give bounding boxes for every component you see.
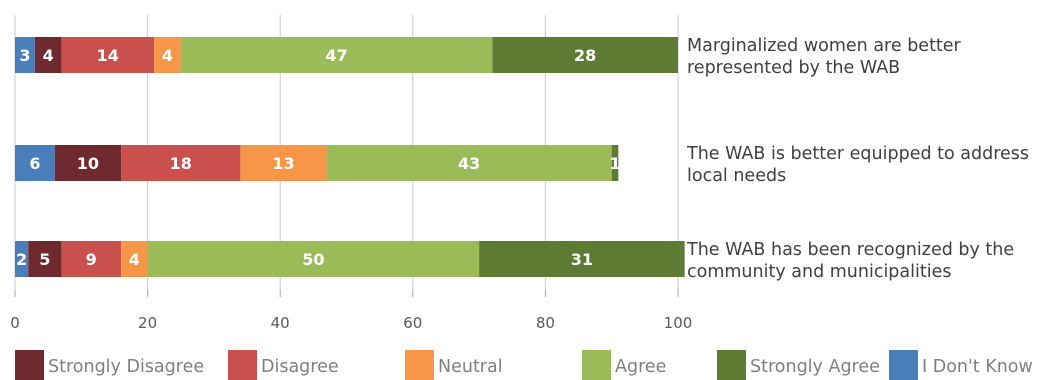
data-label-neutral: 4 [129, 250, 140, 269]
bar-segment-disagree [61, 241, 122, 277]
legend-label-disagree: Disagree [261, 357, 339, 377]
category-label-line: represented by the WAB [687, 58, 900, 78]
data-label-i-don-t-know: 6 [29, 154, 40, 173]
x-tick-label-40: 40 [271, 314, 290, 332]
data-label-neutral: 4 [162, 46, 173, 65]
bar-row-2: 6 10 18 13 43 1 [15, 145, 621, 181]
category-label-line: Marginalized women are better [687, 36, 962, 56]
bar-segment-disagree [121, 145, 241, 181]
legend-label-strongly-disagree: Strongly Disagree [48, 357, 204, 377]
category-label-2: The WAB is better equipped to address loc… [686, 144, 1029, 186]
data-label-i-don-t-know: 2 [16, 250, 27, 269]
category-label-line: The WAB is better equipped to address [686, 144, 1029, 164]
x-tick-label-100: 100 [664, 314, 693, 332]
bar-segment-neutral [154, 37, 181, 73]
bar-row-1: 3 4 14 4 47 28 [15, 37, 678, 73]
x-tick-label-60: 60 [403, 314, 422, 332]
legend-item-agree: Agree [582, 350, 666, 380]
bar-segment-i-don-t-know [15, 145, 55, 181]
bar-segment-disagree [61, 37, 155, 73]
data-label-strongly-agree: 28 [574, 46, 596, 65]
bars: 3 4 14 4 47 286 10 18 13 43 12 5 9 4 50 31 [15, 37, 685, 277]
legend: Strongly Disagree Disagree Neutral Agree Str… [15, 350, 1033, 380]
data-label-agree: 43 [458, 154, 480, 173]
legend-item-disagree: Disagree [228, 350, 339, 380]
legend-item-strongly-disagree: Strongly Disagree [15, 350, 204, 380]
data-label-agree: 50 [302, 250, 324, 269]
bar-segment-i-don-t-know [15, 241, 29, 277]
bar-segment-strongly-disagree [34, 37, 62, 73]
bar-segment-strongly-disagree [54, 145, 122, 181]
category-label-line: The WAB has been recognized by the [686, 240, 1014, 260]
x-tick-label-20: 20 [138, 314, 157, 332]
legend-swatch-i-don-t-know [889, 350, 918, 380]
bar-segment-neutral [121, 241, 148, 277]
legend-swatch-strongly-agree [717, 350, 746, 380]
bar-segment-agree [180, 37, 493, 73]
bar-segment-agree [326, 145, 612, 181]
legend-item-i-don-t-know: I Don't Know [889, 350, 1033, 380]
data-label-neutral: 13 [272, 154, 294, 173]
bar-segment-strongly-agree [611, 145, 619, 181]
category-label-3: The WAB has been recognized by the commun… [686, 240, 1014, 282]
bar-segment-strongly-agree [479, 241, 685, 277]
bar-segment-i-don-t-know [15, 37, 35, 73]
x-tick-label-80: 80 [536, 314, 555, 332]
data-label-strongly-disagree: 5 [39, 250, 50, 269]
bar-segment-neutral [240, 145, 327, 181]
bar-row-3: 2 5 9 4 50 31 [15, 241, 685, 277]
x-axis: 0 20 40 60 80 100 [10, 290, 692, 332]
legend-label-strongly-agree: Strongly Agree [750, 357, 880, 377]
data-label-agree: 47 [325, 46, 347, 65]
legend-label-i-don-t-know: I Don't Know [922, 357, 1033, 377]
bar-segment-strongly-disagree [28, 241, 62, 277]
category-label-line: local needs [687, 166, 786, 186]
data-label-strongly-agree: 1 [609, 154, 620, 173]
bar-segment-strongly-agree [492, 37, 678, 73]
data-label-disagree: 9 [86, 250, 97, 269]
bar-segment-agree [147, 241, 480, 277]
legend-label-neutral: Neutral [438, 357, 503, 377]
data-label-disagree: 18 [170, 154, 192, 173]
data-label-strongly-disagree: 10 [77, 154, 99, 173]
data-label-i-don-t-know: 3 [19, 46, 30, 65]
category-labels: Marginalized women are better represented… [686, 36, 1029, 282]
x-tick-label-0: 0 [10, 314, 20, 332]
data-label-strongly-agree: 31 [571, 250, 593, 269]
legend-label-agree: Agree [615, 357, 666, 377]
legend-item-neutral: Neutral [405, 350, 503, 380]
data-label-disagree: 14 [97, 46, 119, 65]
legend-swatch-strongly-disagree [15, 350, 44, 380]
data-label-strongly-disagree: 4 [43, 46, 54, 65]
legend-swatch-neutral [405, 350, 434, 380]
legend-item-strongly-agree: Strongly Agree [717, 350, 880, 380]
legend-swatch-agree [582, 350, 611, 380]
category-label-1: Marginalized women are better represented… [687, 36, 962, 78]
legend-swatch-disagree [228, 350, 257, 380]
category-label-line: community and municipalities [687, 262, 951, 282]
